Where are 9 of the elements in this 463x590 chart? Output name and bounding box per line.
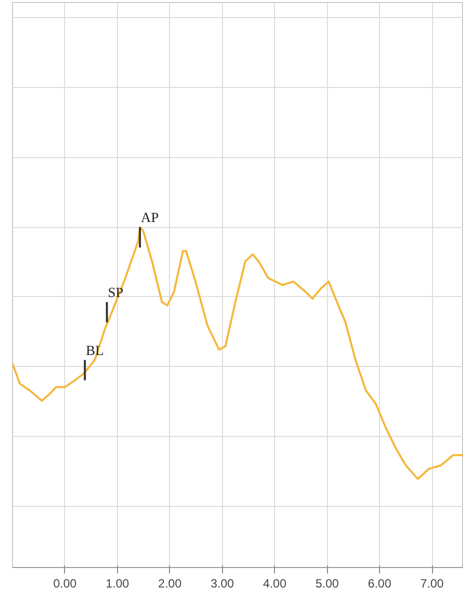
- x-tick-label: 7.00: [420, 576, 444, 590]
- annotation: AP: [140, 211, 160, 226]
- x-tick-label: 2.00: [158, 576, 182, 590]
- x-tick-label: 0.00: [53, 576, 77, 590]
- x-tick-label: 1.00: [106, 576, 130, 590]
- x-tick-label: 5.00: [315, 576, 340, 590]
- x-tick-label: 3.00: [210, 576, 234, 590]
- x-tick-label: 4.00: [263, 576, 287, 590]
- x-tick-label: 6.00: [368, 576, 392, 590]
